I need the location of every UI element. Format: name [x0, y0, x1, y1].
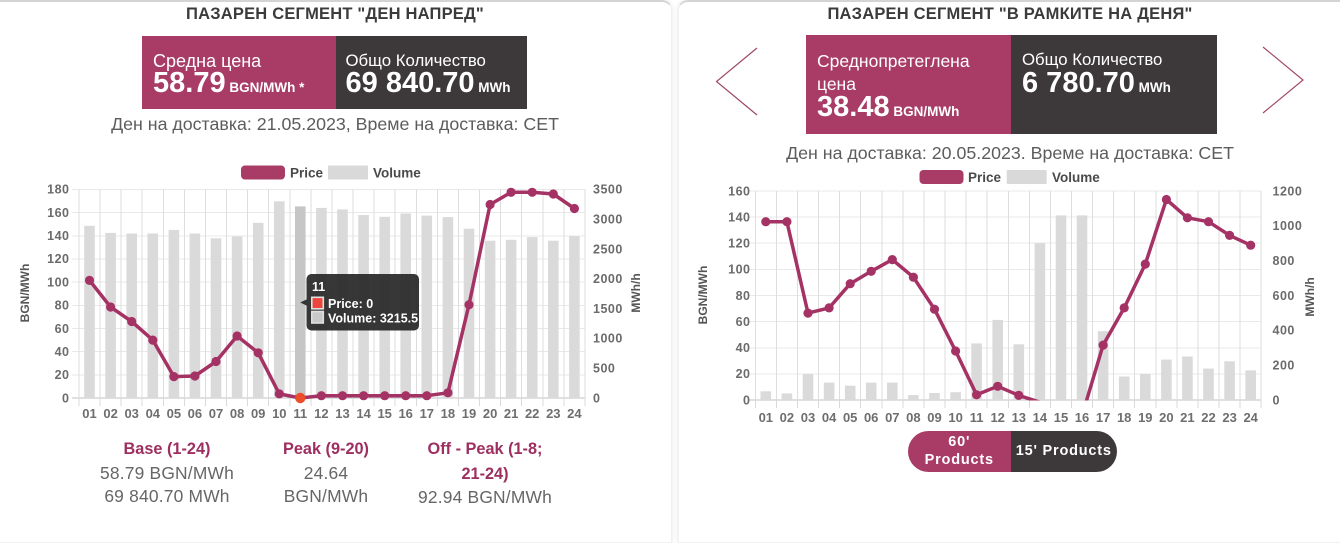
svg-text:0: 0: [593, 391, 600, 405]
svg-text:3000: 3000: [593, 213, 623, 227]
svg-text:200: 200: [1273, 359, 1295, 373]
svg-text:07: 07: [209, 406, 223, 421]
svg-text:24: 24: [1243, 410, 1258, 425]
svg-text:60: 60: [55, 322, 70, 336]
svg-text:180: 180: [47, 183, 69, 197]
svg-text:22: 22: [1201, 410, 1215, 425]
svg-text:1000: 1000: [593, 332, 623, 346]
svg-text:120: 120: [47, 252, 69, 266]
svg-text:Volume: Volume: [373, 166, 421, 181]
svg-text:0: 0: [62, 391, 69, 405]
svg-text:40: 40: [55, 345, 70, 359]
svg-text:100: 100: [728, 263, 750, 277]
svg-text:140: 140: [728, 210, 750, 224]
svg-text:80: 80: [736, 289, 751, 303]
svg-text:02: 02: [103, 406, 117, 421]
svg-text:1000: 1000: [1273, 219, 1303, 233]
svg-text:0: 0: [743, 393, 750, 407]
svg-text:14: 14: [356, 406, 371, 421]
svg-text:160: 160: [728, 184, 750, 198]
svg-text:09: 09: [927, 410, 941, 425]
svg-text:15: 15: [1054, 410, 1068, 425]
svg-text:BGN/MWh: BGN/MWh: [18, 264, 32, 323]
svg-text:2000: 2000: [593, 272, 623, 286]
svg-text:13: 13: [335, 406, 349, 421]
svg-text:03: 03: [801, 410, 815, 425]
svg-text:1200: 1200: [1273, 184, 1303, 198]
svg-text:80: 80: [55, 299, 70, 313]
svg-text:21: 21: [504, 406, 518, 421]
svg-text:20: 20: [483, 406, 497, 421]
svg-text:40: 40: [736, 341, 751, 355]
svg-text:10: 10: [272, 406, 286, 421]
svg-text:2500: 2500: [593, 242, 623, 256]
svg-text:17: 17: [420, 406, 434, 421]
svg-text:60: 60: [736, 315, 751, 329]
svg-text:05: 05: [843, 410, 857, 425]
svg-text:Price: Price: [968, 170, 1002, 185]
svg-text:04: 04: [822, 410, 837, 425]
svg-text:120: 120: [728, 237, 750, 251]
svg-text:08: 08: [906, 410, 920, 425]
svg-text:11: 11: [293, 406, 307, 421]
svg-text:14: 14: [1033, 410, 1048, 425]
svg-text:01: 01: [82, 406, 96, 421]
svg-text:BGN/MWh: BGN/MWh: [696, 266, 710, 325]
svg-text:1500: 1500: [593, 302, 623, 316]
svg-text:Price: Price: [290, 166, 324, 181]
svg-text:MWh/h: MWh/h: [1303, 277, 1317, 316]
svg-text:22: 22: [525, 406, 539, 421]
svg-text:20: 20: [736, 367, 751, 381]
svg-text:100: 100: [47, 275, 69, 289]
svg-text:06: 06: [188, 406, 202, 421]
svg-text:07: 07: [885, 410, 899, 425]
svg-text:3500: 3500: [593, 183, 623, 197]
svg-text:01: 01: [759, 410, 773, 425]
svg-text:02: 02: [780, 410, 794, 425]
svg-text:800: 800: [1273, 254, 1295, 268]
svg-text:140: 140: [47, 229, 69, 243]
svg-text:500: 500: [593, 362, 615, 376]
svg-text:12: 12: [314, 406, 328, 421]
svg-text:18: 18: [441, 406, 455, 421]
svg-text:MWh/h: MWh/h: [629, 273, 643, 312]
svg-text:17: 17: [1096, 410, 1110, 425]
svg-text:15: 15: [377, 406, 391, 421]
svg-text:10: 10: [948, 410, 962, 425]
svg-text:160: 160: [47, 206, 69, 220]
svg-text:11: 11: [312, 280, 325, 294]
svg-text:13: 13: [1012, 410, 1026, 425]
svg-text:16: 16: [1075, 410, 1089, 425]
svg-text:21: 21: [1180, 410, 1194, 425]
svg-text:06: 06: [864, 410, 878, 425]
svg-text:23: 23: [546, 406, 560, 421]
svg-text:Volume: 3215.5: Volume: 3215.5: [328, 311, 418, 325]
svg-text:05: 05: [167, 406, 181, 421]
svg-text:24: 24: [567, 406, 582, 421]
svg-text:08: 08: [230, 406, 244, 421]
svg-text:04: 04: [146, 406, 161, 421]
svg-text:19: 19: [1138, 410, 1152, 425]
svg-text:Volume: Volume: [1052, 170, 1100, 185]
svg-text:03: 03: [124, 406, 138, 421]
svg-text:09: 09: [251, 406, 265, 421]
svg-text:20: 20: [1159, 410, 1173, 425]
svg-text:0: 0: [1273, 393, 1280, 407]
svg-text:19: 19: [462, 406, 476, 421]
svg-text:18: 18: [1117, 410, 1131, 425]
svg-text:400: 400: [1273, 324, 1295, 338]
svg-text:11: 11: [970, 410, 984, 425]
svg-text:Price: 0: Price: 0: [328, 297, 373, 311]
svg-text:600: 600: [1273, 289, 1295, 303]
svg-text:12: 12: [990, 410, 1004, 425]
svg-text:16: 16: [398, 406, 412, 421]
svg-text:23: 23: [1222, 410, 1236, 425]
svg-text:20: 20: [55, 368, 70, 382]
